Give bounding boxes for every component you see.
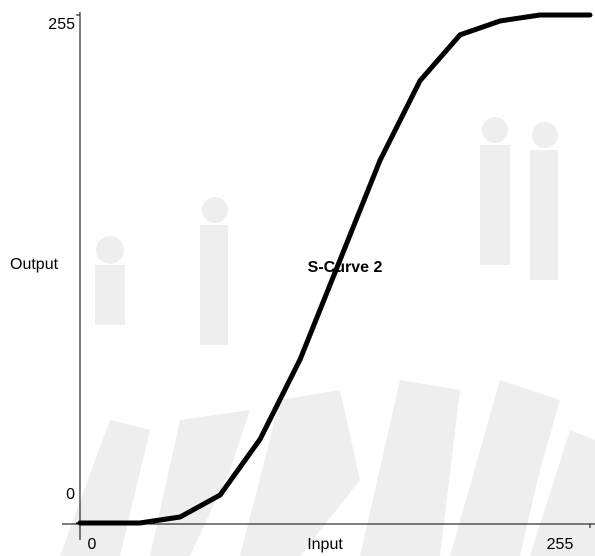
y-tick-label: 255 <box>48 16 75 33</box>
y-axis-label: Output <box>10 256 59 273</box>
watermark <box>60 117 595 556</box>
y-tick-label: 0 <box>66 486 75 503</box>
x-axis-label: Input <box>307 536 343 553</box>
x-tick-label: 0 <box>88 536 97 553</box>
x-tick-label: 255 <box>547 536 574 553</box>
curve <box>77 12 593 526</box>
chart-title: S-Curve 2 <box>308 259 383 276</box>
